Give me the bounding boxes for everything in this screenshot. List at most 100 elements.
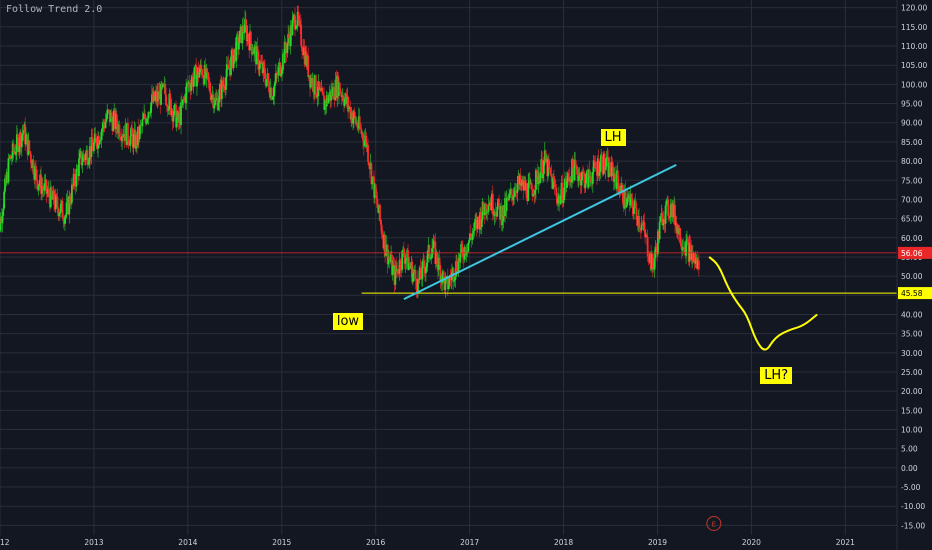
price-label-bg: [898, 287, 932, 300]
candle-body: [402, 249, 405, 256]
candle-body: [190, 82, 193, 91]
y-tick-label: 15.00: [901, 406, 923, 415]
candle-body: [172, 115, 175, 122]
candle-body: [633, 206, 635, 214]
candle-body: [146, 118, 149, 120]
candle-body: [249, 31, 252, 44]
candle-body: [185, 86, 188, 104]
candle-body: [115, 114, 118, 127]
candle-body: [365, 135, 368, 148]
candle-body: [630, 194, 633, 199]
candle-body: [542, 160, 545, 174]
candle-body: [129, 135, 132, 146]
candle-body: [662, 223, 664, 226]
candle-body: [127, 122, 129, 142]
candle-body: [604, 166, 607, 170]
price-axis[interactable]: 120.00 115.00 110.00 105.00 100.00 95.00 90.00…: [896, 0, 932, 550]
y-tick-label: 100.00: [901, 80, 927, 89]
candle-body: [412, 273, 414, 283]
time-axis[interactable]: 2012 2013 2014 2015 2016 2017 2018 2019 2020 2021: [0, 538, 855, 547]
candle-body: [78, 158, 80, 177]
candle-body: [45, 179, 48, 194]
candle-body: [61, 201, 64, 218]
candle-body: [247, 33, 250, 41]
candle-body: [426, 250, 429, 263]
candle-body: [591, 171, 594, 184]
candle-body: [447, 284, 450, 290]
candle-body: [565, 181, 568, 189]
candle-body: [147, 112, 150, 119]
candle-body: [94, 133, 97, 138]
candle-body: [223, 84, 226, 90]
candle-body: [292, 16, 295, 21]
candle-body: [271, 99, 274, 100]
candle-body: [75, 168, 78, 187]
candle-body: [694, 260, 697, 264]
candle-body: [104, 121, 107, 128]
candle-body: [119, 136, 122, 138]
x-tick-label: 2018: [554, 538, 573, 547]
candle-body: [688, 243, 691, 262]
candle-body: [515, 192, 518, 194]
candle-body: [225, 76, 227, 90]
candle-body: [469, 233, 472, 237]
candle-body: [205, 68, 208, 79]
candle-body: [100, 131, 103, 141]
candle-body: [360, 128, 363, 134]
candle-body: [661, 213, 664, 226]
candle-body: [454, 276, 457, 281]
candle-body: [531, 189, 534, 197]
candle-body: [15, 134, 18, 152]
candle-body: [659, 216, 662, 223]
candle-body: [358, 116, 361, 128]
candle-body: [627, 197, 629, 199]
candle-body: [561, 182, 564, 203]
candle-body: [550, 174, 553, 177]
candle-body: [592, 160, 595, 172]
candle-body: [405, 259, 408, 261]
candle-body: [516, 183, 519, 193]
candle-body: [25, 135, 27, 145]
candle-body: [118, 124, 121, 137]
candle-body: [238, 30, 241, 43]
candle-body: [359, 127, 362, 129]
candle-body: [102, 121, 104, 129]
candle-body: [583, 173, 586, 189]
candle-body: [552, 177, 555, 181]
candle-body: [568, 176, 571, 182]
candle-body: [585, 173, 588, 184]
candle-body: [542, 173, 544, 179]
candle-body: [510, 189, 513, 195]
candle-body: [312, 78, 315, 92]
candle-body: [356, 122, 359, 128]
candle-body: [616, 170, 619, 183]
candle-body: [581, 171, 584, 173]
candle-body: [534, 190, 536, 195]
candle-body: [29, 151, 32, 155]
candle-body: [674, 205, 676, 226]
x-tick-label: 2017: [460, 538, 479, 547]
candle-body: [221, 80, 224, 87]
candle-body: [388, 257, 391, 260]
candle-body: [555, 187, 558, 197]
candle-body: [28, 140, 31, 152]
candle-body: [62, 217, 65, 221]
candle-body: [446, 275, 449, 290]
candle-body: [541, 159, 544, 179]
candle-body: [472, 230, 475, 234]
candle-body: [693, 253, 696, 264]
candle-body: [98, 141, 101, 145]
candle-body: [486, 211, 489, 213]
candle-body: [494, 211, 497, 215]
candle-body: [367, 161, 370, 166]
candle-body: [508, 193, 511, 200]
candle-body: [461, 244, 463, 249]
candle-body: [665, 200, 668, 206]
candle-body: [563, 187, 566, 201]
candle-body: [498, 198, 500, 207]
x-tick-label: 2014: [178, 538, 197, 547]
price-label-bg: [898, 246, 932, 259]
candle-body: [193, 67, 196, 79]
candle-body: [401, 250, 404, 270]
